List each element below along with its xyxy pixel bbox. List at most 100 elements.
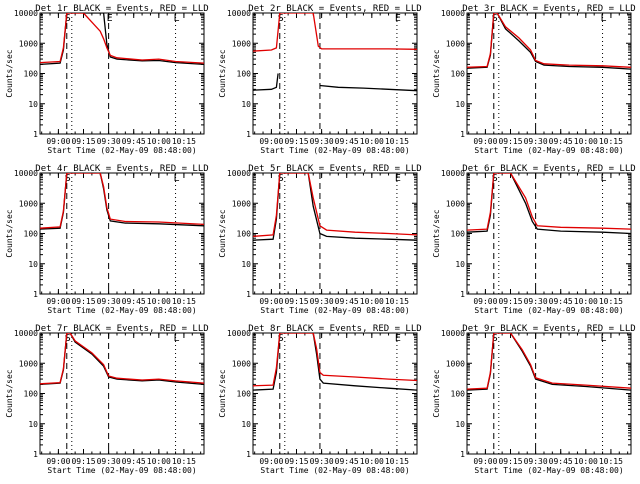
x-tick-label: 09:00 xyxy=(473,297,497,306)
x-tick-label: 09:00 xyxy=(473,137,497,146)
y-tick-label: 1 xyxy=(33,290,38,299)
y-tick-label: 1000 xyxy=(232,359,251,368)
time-marker-label: S xyxy=(65,333,71,344)
time-marker-label: E xyxy=(395,173,401,184)
x-tick-label: 10:15 xyxy=(385,137,409,146)
y-tick-label: 10000 xyxy=(227,329,251,338)
detector-panel-2: Det 2r BLACK = Events, RED = LLD 1 10 100 10… xyxy=(218,4,422,155)
x-tick-label: 09:15 xyxy=(498,137,522,146)
y-tick-label: 1000 xyxy=(446,39,465,48)
y-tick-label: 1 xyxy=(33,130,38,139)
x-tick-label: 09:30 xyxy=(97,297,121,306)
x-tick-label: 09:00 xyxy=(46,457,70,466)
x-tick-label: 09:15 xyxy=(284,297,308,306)
x-tick-label: 10:15 xyxy=(599,457,623,466)
y-axis-label: Counts/sec xyxy=(5,209,14,257)
series-line-lld xyxy=(467,333,631,390)
x-tick-label: 10:00 xyxy=(360,457,384,466)
panel-title: Det 9r BLACK = Events, RED = LLD xyxy=(462,324,635,334)
x-tick-label: 09:00 xyxy=(46,137,70,146)
y-tick-label: 1 xyxy=(33,450,38,459)
x-tick-label: 09:00 xyxy=(259,137,283,146)
series-line-lld xyxy=(40,173,204,229)
x-tick-label: 10:15 xyxy=(599,137,623,146)
y-tick-label: 1 xyxy=(246,290,251,299)
x-axis-label: Start Time (02-May-09 08:48:00) xyxy=(474,146,623,155)
x-tick-label: 09:30 xyxy=(524,457,548,466)
series-line-lld xyxy=(467,13,631,68)
x-tick-label: 10:15 xyxy=(385,457,409,466)
y-tick-label: 100 xyxy=(237,390,252,399)
time-marker-label: S xyxy=(492,173,498,184)
detector-panel-5: Det 5r BLACK = Events, RED = LLD 1 10 100 10… xyxy=(218,164,422,315)
x-tick-label: 10:00 xyxy=(574,297,598,306)
x-tick-label: 09:00 xyxy=(259,297,283,306)
x-tick-label: 10:15 xyxy=(172,137,196,146)
y-tick-label: 1000 xyxy=(232,199,251,208)
time-marker-label: S xyxy=(278,13,284,24)
x-tick-label: 10:00 xyxy=(147,457,171,466)
series-line-lld xyxy=(253,333,417,387)
y-tick-label: 100 xyxy=(451,230,466,239)
x-tick-label: 09:30 xyxy=(524,137,548,146)
x-tick-label: 09:00 xyxy=(46,297,70,306)
time-marker-label: S xyxy=(278,333,284,344)
time-marker-label: S xyxy=(492,13,498,24)
panel-title: Det 4r BLACK = Events, RED = LLD xyxy=(35,164,208,174)
x-tick-label: 10:00 xyxy=(147,137,171,146)
x-tick-label: 10:15 xyxy=(385,297,409,306)
y-tick-label: 1000 xyxy=(446,199,465,208)
y-tick-label: 10 xyxy=(455,260,465,269)
x-tick-label: 10:15 xyxy=(599,297,623,306)
x-tick-label: 10:00 xyxy=(360,297,384,306)
y-tick-label: 10000 xyxy=(14,329,38,338)
time-marker-label: S xyxy=(492,333,498,344)
x-axis-label: Start Time (02-May-09 08:48:00) xyxy=(260,466,409,475)
y-axis-label: Counts/sec xyxy=(5,49,14,97)
y-tick-label: 1 xyxy=(246,130,251,139)
time-marker-label: S xyxy=(65,173,71,184)
x-axis-label: Start Time (02-May-09 08:48:00) xyxy=(260,306,409,315)
x-tick-label: 09:00 xyxy=(473,457,497,466)
panel-title: Det 3r BLACK = Events, RED = LLD xyxy=(462,4,635,14)
series-line-lld xyxy=(40,13,204,64)
y-tick-label: 10000 xyxy=(227,169,251,178)
detector-panel-4: Det 4r BLACK = Events, RED = LLD 1 10 100 10… xyxy=(5,164,209,315)
x-tick-label: 09:15 xyxy=(284,137,308,146)
series-line-lld xyxy=(253,173,417,238)
x-tick-label: 09:15 xyxy=(498,297,522,306)
x-tick-label: 09:45 xyxy=(122,137,146,146)
x-tick-label: 09:15 xyxy=(71,137,95,146)
time-marker-label: S xyxy=(278,173,284,184)
y-tick-label: 1 xyxy=(460,450,465,459)
y-tick-label: 10000 xyxy=(14,9,38,18)
time-marker-label: L xyxy=(601,173,607,184)
y-tick-label: 1000 xyxy=(232,39,251,48)
panel-title: Det 6r BLACK = Events, RED = LLD xyxy=(462,164,635,174)
y-tick-label: 10000 xyxy=(227,9,251,18)
y-tick-label: 100 xyxy=(451,390,466,399)
x-tick-label: 09:15 xyxy=(284,457,308,466)
detector-panel-9: Det 9r BLACK = Events, RED = LLD 1 10 100 10… xyxy=(432,324,636,475)
x-tick-label: 09:45 xyxy=(549,457,573,466)
x-tick-label: 10:00 xyxy=(360,137,384,146)
x-tick-label: 09:30 xyxy=(97,457,121,466)
y-axis-label: Counts/sec xyxy=(432,369,441,417)
y-tick-label: 1000 xyxy=(19,199,38,208)
y-tick-label: 100 xyxy=(24,70,39,79)
x-axis-label: Start Time (02-May-09 08:48:00) xyxy=(474,306,623,315)
y-tick-label: 10 xyxy=(455,100,465,109)
x-tick-label: 09:45 xyxy=(335,457,359,466)
x-tick-label: 09:30 xyxy=(310,457,334,466)
x-tick-label: 09:45 xyxy=(122,457,146,466)
panel-title: Det 2r BLACK = Events, RED = LLD xyxy=(248,4,421,14)
x-axis-label: Start Time (02-May-09 08:48:00) xyxy=(47,306,196,315)
panel-title: Det 8r BLACK = Events, RED = LLD xyxy=(248,324,421,334)
time-marker-label: E xyxy=(107,13,113,24)
y-tick-label: 10 xyxy=(241,420,251,429)
panel-title: Det 1r BLACK = Events, RED = LLD xyxy=(35,4,208,14)
x-tick-label: 09:30 xyxy=(97,137,121,146)
x-tick-label: 09:45 xyxy=(549,137,573,146)
detector-panel-8: Det 8r BLACK = Events, RED = LLD 1 10 100 10… xyxy=(218,324,422,475)
